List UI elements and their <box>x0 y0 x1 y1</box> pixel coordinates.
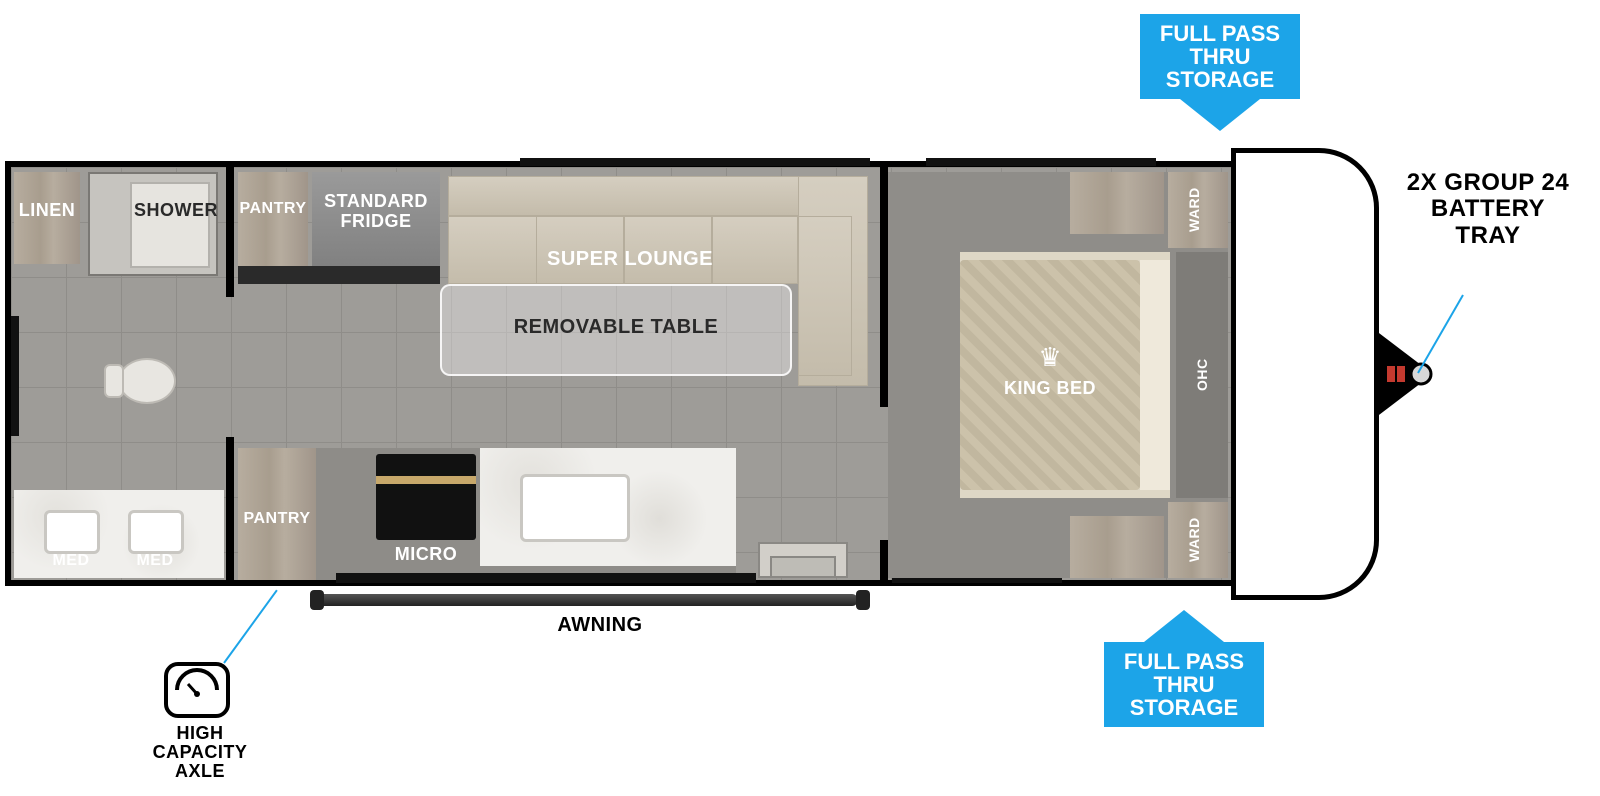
nightstand-bottom <box>1070 516 1164 578</box>
removable-table-label: REMOVABLE TABLE <box>440 316 792 339</box>
shower-label: SHOWER <box>134 200 214 221</box>
super-lounge-label: SUPER LOUNGE <box>520 248 740 271</box>
king-bed <box>960 260 1140 490</box>
axle-label: HIGH CAPACITY AXLE <box>130 724 270 781</box>
med-right-label: MED <box>120 552 190 570</box>
callout-text: FULL PASS THRU STORAGE <box>1140 14 1300 99</box>
med-left-label: MED <box>36 552 106 570</box>
kitchen-sink <box>520 474 630 542</box>
linen-label: LINEN <box>14 200 80 221</box>
micro-label: MICRO <box>376 544 476 565</box>
battery-label: 2X GROUP 24 BATTERY TRAY <box>1388 170 1588 249</box>
pass-thru-bottom-callout: FULL PASS THRU STORAGE <box>1104 610 1264 727</box>
bedroom-wall-bottom <box>880 540 888 580</box>
nightstand-top <box>1070 172 1164 234</box>
toilet-lid <box>104 364 124 398</box>
pantry-top-label: PANTRY <box>238 200 308 218</box>
window-strip <box>11 316 19 436</box>
pantry-top <box>238 172 308 266</box>
door-frame <box>336 573 756 583</box>
arrow-down-icon <box>1180 99 1260 131</box>
ward-top-label: WARD <box>1186 180 1202 240</box>
sofa-chaise-seat <box>798 216 852 376</box>
awning-label: AWNING <box>540 614 660 637</box>
crown-icon: ♛ <box>960 342 1140 373</box>
toilet-icon <box>118 358 176 404</box>
sink-right <box>128 510 184 554</box>
sink-left <box>44 510 100 554</box>
stove <box>376 454 476 540</box>
fridge-label: STANDARD FRIDGE <box>312 192 440 232</box>
arrow-up-icon <box>1144 610 1224 642</box>
shower-pan <box>130 182 210 268</box>
window-strip <box>926 158 1156 166</box>
awning-cap <box>310 590 324 610</box>
pantry-bottom-label: PANTRY <box>238 510 316 528</box>
entry-step <box>770 556 836 578</box>
front-cap <box>1231 148 1379 600</box>
oven-handle <box>376 476 476 484</box>
window-strip <box>520 158 870 166</box>
pass-thru-top-callout: FULL PASS THRU STORAGE <box>1140 14 1300 131</box>
fridge-counter <box>238 266 440 284</box>
scale-icon <box>162 660 232 720</box>
king-bed-label: KING BED <box>960 378 1140 399</box>
callout-text: FULL PASS THRU STORAGE <box>1104 642 1264 727</box>
hitch-icon <box>1375 330 1435 418</box>
awning-bar <box>318 594 858 606</box>
axle-leader <box>223 590 278 664</box>
awning-cap <box>856 590 870 610</box>
bathroom-wall-bottom <box>226 437 234 582</box>
sofa-back <box>448 176 838 216</box>
ohc-label: OHC <box>1194 350 1210 400</box>
bathroom-wall <box>226 167 234 297</box>
ward-bottom-label: WARD <box>1186 510 1202 570</box>
bedroom-wall-top <box>880 167 888 407</box>
pillow-area <box>1140 260 1170 490</box>
